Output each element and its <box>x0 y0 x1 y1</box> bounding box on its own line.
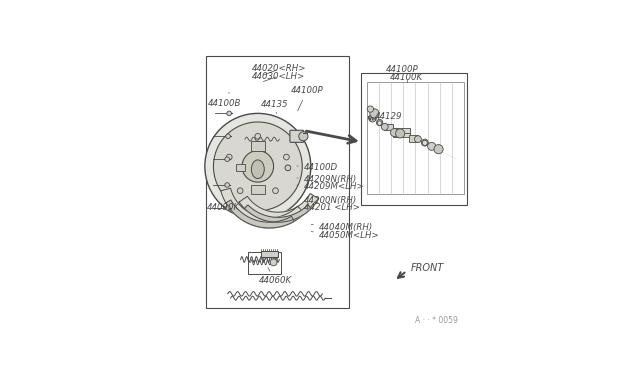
Circle shape <box>284 154 289 160</box>
Text: 44135: 44135 <box>260 100 288 113</box>
Text: 44100P: 44100P <box>291 86 323 111</box>
Polygon shape <box>226 200 294 228</box>
Circle shape <box>225 206 230 210</box>
Polygon shape <box>239 193 319 222</box>
Text: 44060K: 44060K <box>259 267 292 285</box>
Text: 44050M<LH>: 44050M<LH> <box>311 231 380 240</box>
Circle shape <box>273 188 278 193</box>
Text: 44100P: 44100P <box>385 65 419 74</box>
Circle shape <box>376 119 383 126</box>
Text: 44209N(RH): 44209N(RH) <box>297 175 357 184</box>
Circle shape <box>237 188 243 193</box>
Bar <box>206 56 349 308</box>
Text: 44100B: 44100B <box>208 93 242 108</box>
FancyBboxPatch shape <box>290 130 303 142</box>
Circle shape <box>370 109 379 118</box>
Text: 44200N(RH): 44200N(RH) <box>298 196 357 205</box>
Circle shape <box>299 132 308 141</box>
Bar <box>236 164 245 171</box>
Text: 44090K: 44090K <box>207 203 240 212</box>
Circle shape <box>369 115 376 122</box>
Circle shape <box>226 134 230 139</box>
Circle shape <box>415 136 421 142</box>
Text: 44030<LH>: 44030<LH> <box>252 72 305 81</box>
Circle shape <box>390 129 399 137</box>
Polygon shape <box>244 205 311 222</box>
Text: 44129: 44129 <box>375 112 403 121</box>
Bar <box>394 128 410 137</box>
Text: 44100D: 44100D <box>297 163 338 172</box>
Circle shape <box>255 134 260 139</box>
Circle shape <box>213 122 302 211</box>
Circle shape <box>225 183 230 187</box>
Circle shape <box>377 121 382 125</box>
Bar <box>260 251 278 257</box>
Circle shape <box>421 139 428 146</box>
Circle shape <box>434 145 443 154</box>
Text: 44201 <LH>: 44201 <LH> <box>298 203 360 212</box>
Circle shape <box>227 154 232 160</box>
Text: 44020<RH>: 44020<RH> <box>252 64 307 75</box>
Polygon shape <box>221 188 305 228</box>
Bar <box>367 82 464 193</box>
Bar <box>251 185 265 193</box>
Circle shape <box>428 142 436 150</box>
Bar <box>383 124 393 130</box>
Text: A · · * 0059: A · · * 0059 <box>415 316 458 325</box>
Circle shape <box>225 157 230 161</box>
Bar <box>251 141 265 151</box>
Text: 44100K: 44100K <box>390 73 423 82</box>
Circle shape <box>227 111 232 116</box>
Text: 44209M<LH>: 44209M<LH> <box>297 182 364 191</box>
Text: 44040M(RH): 44040M(RH) <box>311 224 373 232</box>
Circle shape <box>422 140 428 145</box>
Bar <box>248 252 281 274</box>
Circle shape <box>285 165 291 171</box>
Circle shape <box>396 129 404 138</box>
Circle shape <box>270 259 277 266</box>
Bar <box>361 73 467 205</box>
Text: FRONT: FRONT <box>411 263 444 273</box>
Circle shape <box>242 151 273 182</box>
Circle shape <box>381 124 388 130</box>
Circle shape <box>205 113 311 219</box>
Bar <box>409 135 418 142</box>
Ellipse shape <box>252 160 264 179</box>
Circle shape <box>367 106 374 112</box>
